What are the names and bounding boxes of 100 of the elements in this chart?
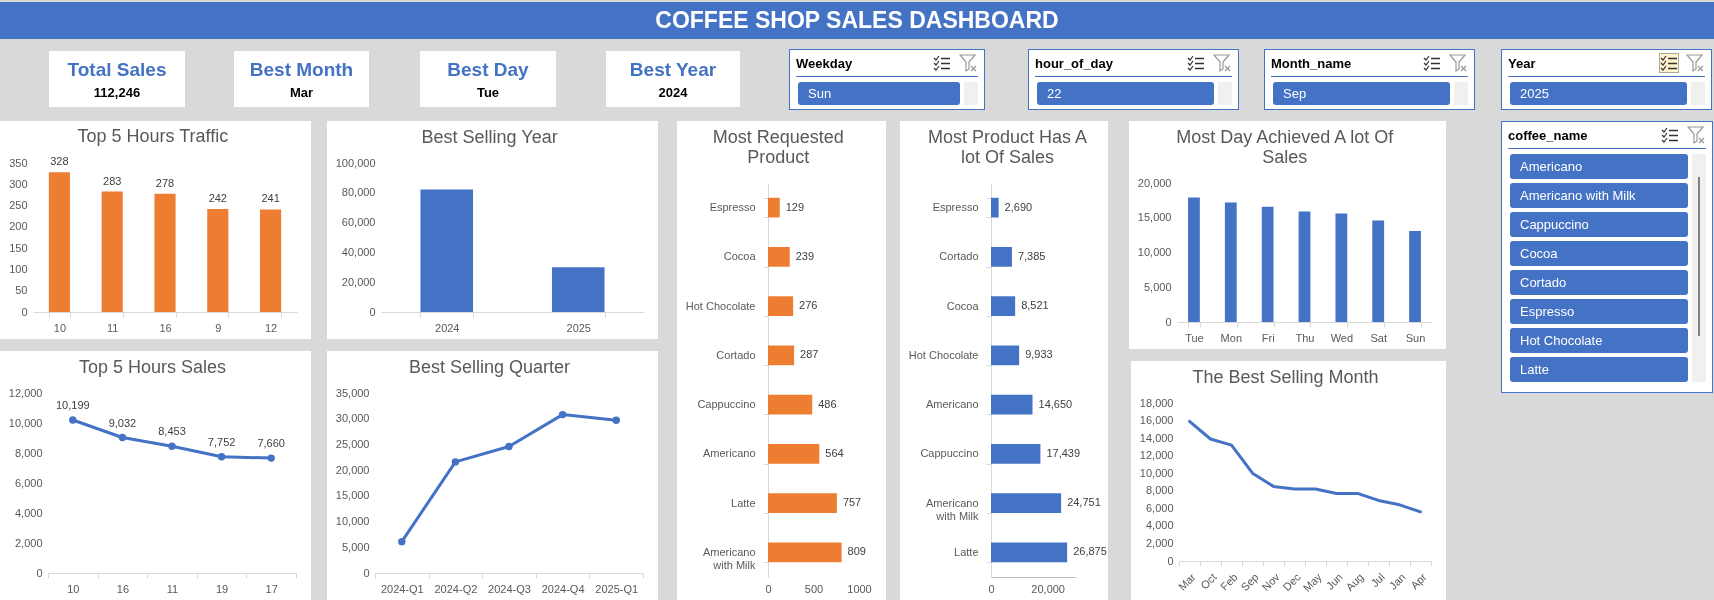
- text: hour_of_day: [1035, 55, 1114, 71]
- text: 112,246: [93, 84, 141, 100]
- y-tick-label: Espresso: [709, 201, 756, 214]
- bar: [991, 493, 1062, 513]
- x-tick-label: Sat: [1370, 331, 1387, 344]
- bar: [991, 247, 1012, 267]
- y-tick-label: 18,000: [1139, 396, 1174, 409]
- x-tick-label: Feb: [1217, 570, 1240, 593]
- y-tick-label: 30,000: [335, 412, 370, 425]
- filter-button: Sep: [1273, 82, 1450, 105]
- x-tick-label: Aug: [1343, 570, 1366, 594]
- y-tick-label: 250: [9, 199, 28, 212]
- data-label: 7,385: [1017, 249, 1046, 262]
- y-tick-label: Espresso: [932, 201, 979, 214]
- y-tick-label: Cortado: [716, 348, 756, 361]
- filter-button: Espresso: [1510, 299, 1688, 324]
- bar: [1298, 211, 1311, 322]
- x-tick-label: 2025-Q1: [595, 582, 639, 595]
- y-tick-label: 2,000: [14, 536, 43, 549]
- text: Best Month: [249, 58, 354, 81]
- bar: [154, 193, 176, 312]
- y-tick-label: Americano: [702, 447, 756, 460]
- x-tick-label: 2025: [566, 321, 591, 334]
- y-tick-label: 6,000: [14, 476, 43, 489]
- y-tick-label: 20,000: [1137, 176, 1172, 189]
- y-tick-label: Latte: [954, 545, 979, 558]
- x-tick-label: 2024: [435, 321, 460, 334]
- y-tick-label: 5,000: [1143, 280, 1172, 293]
- filter-button: 22: [1037, 82, 1214, 105]
- bar: [260, 209, 282, 312]
- filter-button: Cappuccino: [1510, 212, 1688, 237]
- y-tick-label: 35,000: [335, 386, 370, 399]
- filter-button: Sun: [798, 82, 960, 105]
- y-tick-label: Latte: [731, 496, 756, 509]
- chart-title: Top 5 Hours Traffic: [77, 126, 229, 147]
- x-tick-label: 16: [159, 321, 172, 334]
- x-tick-label: 20,000: [1031, 582, 1065, 595]
- y-tick-label: Americano: [925, 398, 979, 411]
- bar: [768, 247, 790, 267]
- y-tick-label: Cocoa: [723, 250, 757, 263]
- data-label: 328: [50, 155, 69, 168]
- y-tick-label: Cappuccino: [697, 398, 756, 411]
- point: [451, 458, 460, 466]
- y-tick-label: 4,000: [14, 506, 43, 519]
- text: Year: [1508, 55, 1536, 71]
- x-tick-label: 2024-Q1: [380, 582, 424, 595]
- text: Mar: [289, 84, 314, 100]
- x-tick-label: Sun: [1405, 331, 1426, 344]
- chart-title: Most Product Has A lot Of Sales: [928, 127, 1088, 167]
- x-tick-label: 10: [53, 321, 67, 334]
- x-tick-label: 2024-Q3: [488, 582, 531, 595]
- text: Weekday: [796, 55, 853, 71]
- data-label: 239: [795, 249, 815, 262]
- bar: [101, 191, 123, 312]
- point: [217, 453, 226, 461]
- bar: [768, 345, 795, 366]
- y-tick-label: 40,000: [341, 245, 376, 258]
- filter-button: Americano with Milk: [1510, 183, 1688, 208]
- bar: [768, 296, 794, 316]
- chart-title: Best Selling Year: [421, 127, 558, 147]
- y-tick-label: 100,000: [335, 156, 376, 169]
- bar: [768, 542, 842, 563]
- bar: [991, 296, 1016, 316]
- chart-title: Most Requested Product: [712, 127, 844, 167]
- point: [558, 410, 567, 419]
- bar: [48, 172, 70, 312]
- point: [168, 442, 176, 450]
- y-tick-label: 16,000: [1139, 414, 1174, 427]
- data-label: 10,199: [55, 399, 90, 412]
- y-tick-label: Cappuccino: [920, 447, 979, 460]
- data-label: 7,752: [207, 435, 236, 448]
- y-tick-label: 50: [15, 284, 28, 297]
- bar: [991, 394, 1033, 415]
- filter-button: 2025: [1510, 82, 1687, 105]
- x-tick-label: Jul: [1368, 570, 1387, 590]
- y-tick-label: 12,000: [1139, 449, 1174, 462]
- x-tick-label: Fri: [1261, 331, 1275, 344]
- y-tick-label: 20,000: [341, 275, 376, 288]
- x-tick-label: 9: [215, 321, 222, 334]
- bar: [1224, 202, 1237, 322]
- data-label: 242: [208, 191, 227, 204]
- point: [69, 416, 77, 424]
- text: Total Sales: [67, 58, 167, 81]
- text: Tue: [476, 84, 500, 100]
- bar: [768, 493, 837, 513]
- x-tick-label: Jun: [1323, 570, 1345, 592]
- x-tick-label: 10: [67, 582, 80, 595]
- x-tick-label: 19: [215, 582, 229, 595]
- x-tick-label: 11: [166, 582, 179, 595]
- y-tick-label: 6,000: [1145, 501, 1174, 514]
- bar: [768, 444, 820, 464]
- x-tick-label: 17: [265, 582, 278, 595]
- text: coffee_name: [1508, 127, 1588, 143]
- filter-button: Cortado: [1510, 270, 1688, 295]
- y-tick-label: Americano with Milk: [925, 496, 979, 522]
- y-tick-label: 10,000: [8, 416, 43, 429]
- data-label: 26,875: [1073, 545, 1107, 558]
- y-tick-label: Hot Chocolate: [685, 299, 756, 312]
- y-tick-label: 10,000: [335, 515, 370, 528]
- x-tick-label: 2024-Q2: [434, 582, 478, 595]
